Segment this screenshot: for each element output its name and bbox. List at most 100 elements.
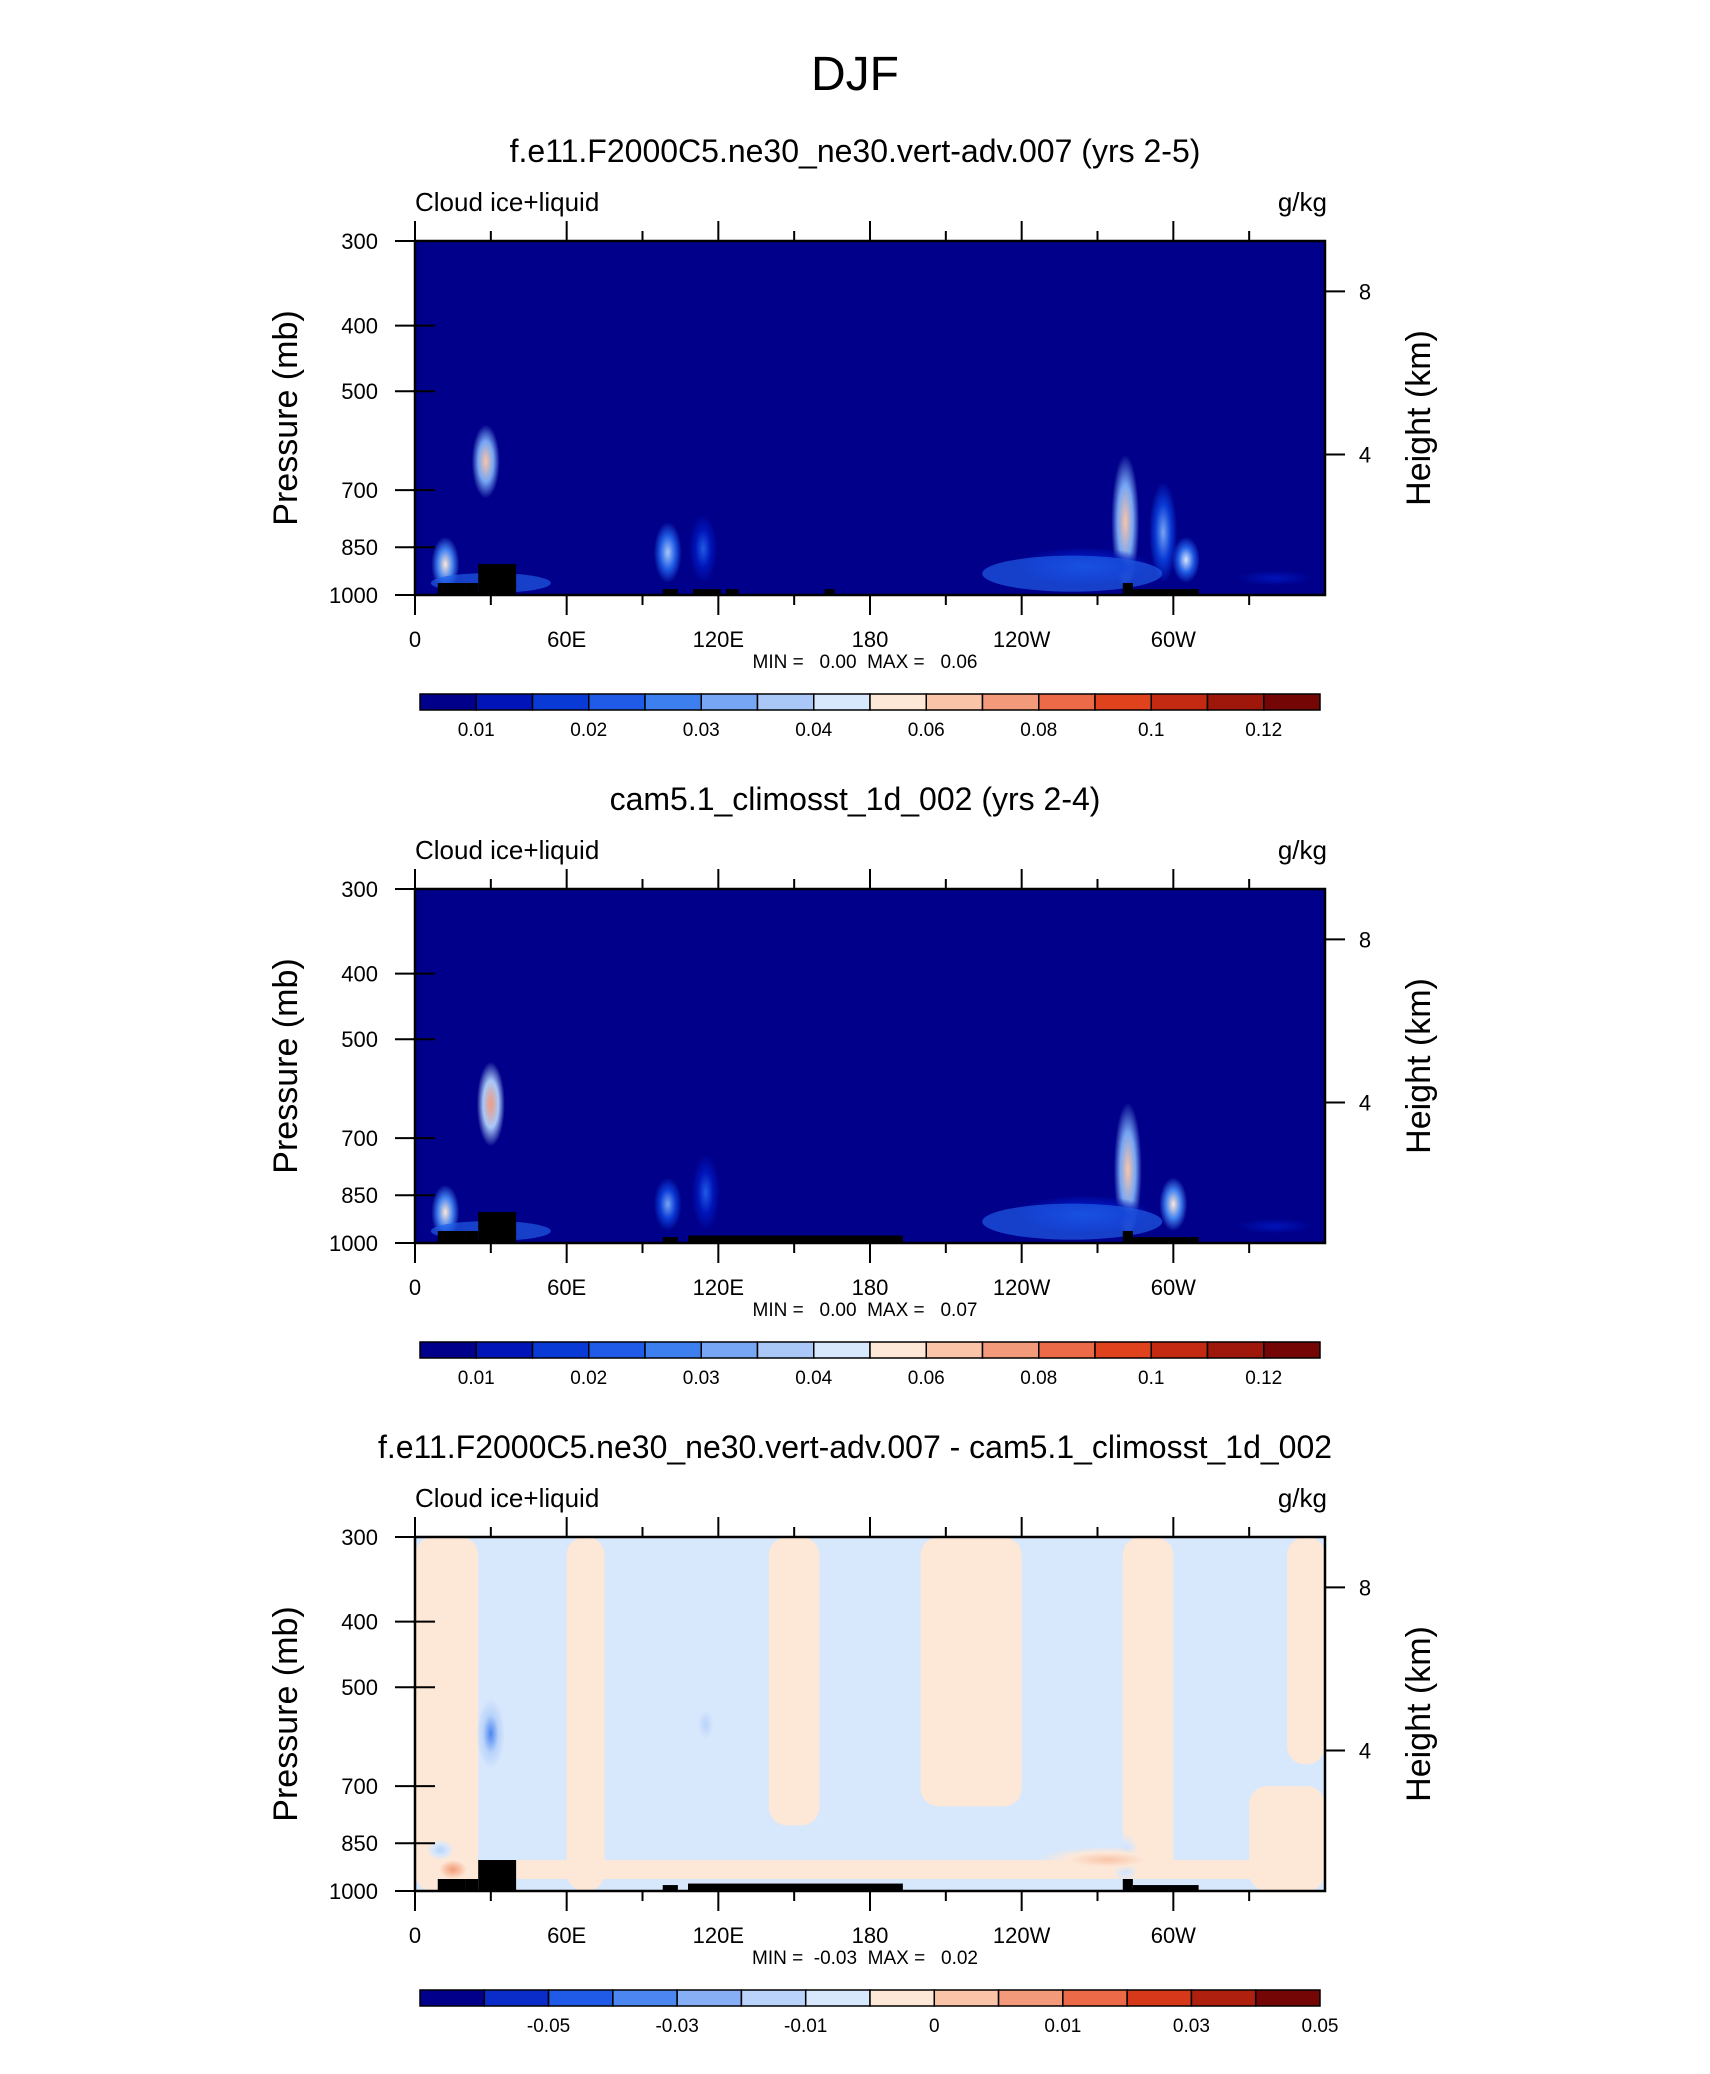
y2-axis-label: Height (km): [1400, 1626, 1438, 1802]
colorbar-swatch: [531, 1341, 590, 1359]
page-title: DJF: [811, 48, 899, 101]
plot-area: [415, 241, 1325, 595]
colorbar-swatch: [419, 1989, 486, 2007]
colorbar-label: 0.04: [795, 1368, 832, 1389]
colorbar-swatch: [997, 1989, 1064, 2007]
colorbar-label: 0.04: [795, 720, 832, 741]
variable-label: Cloud ice+liquid: [415, 835, 599, 865]
colorbar: 0.01 0.02 0.03 0.04 0.06 0.08 0.1 0.12: [419, 1341, 1321, 1389]
min-max-label: MIN = 0.00 MAX = 0.06: [753, 652, 978, 673]
x-tick-label: 60W: [1151, 627, 1196, 652]
x-tick-label: 60W: [1151, 1923, 1196, 1948]
panel-title: cam5.1_climosst_1d_002 (yrs 2-4): [610, 781, 1101, 817]
positive-anomaly-region: [415, 1537, 479, 1891]
cloud-feature: [1204, 564, 1325, 593]
cloud-feature: [1204, 1212, 1325, 1241]
colorbar-label: 0.06: [908, 1368, 945, 1389]
topography-mask: [693, 589, 721, 595]
colorbar-swatch: [612, 1989, 678, 2007]
colorbar-swatch: [1150, 1341, 1209, 1359]
y-tick-label: 700: [341, 1126, 378, 1151]
y-tick-label: 300: [341, 877, 378, 902]
topography-mask: [437, 582, 466, 595]
topography-mask: [478, 1212, 517, 1243]
topography-mask: [465, 1878, 479, 1891]
y-tick-label: 300: [341, 1525, 378, 1550]
topography-mask: [1132, 589, 1199, 595]
panel-1: f.e11.F2000C5.ne30_ne30.vert-adv.007 (yr…: [267, 133, 1438, 741]
topography-mask: [465, 582, 479, 595]
topography-mask: [478, 564, 517, 595]
colorbar-label: -0.01: [784, 2016, 827, 2037]
colorbar-label: 0.1: [1138, 1368, 1164, 1389]
colorbar-swatch: [756, 693, 815, 711]
variable-label: Cloud ice+liquid: [415, 1483, 599, 1513]
topography-mask: [1122, 1878, 1133, 1891]
x-tick-label: 120E: [693, 1923, 744, 1948]
cloud-feature: [476, 1698, 505, 1769]
cloud-feature: [1159, 1177, 1188, 1231]
cloud-feature: [691, 1154, 720, 1231]
positive-anomaly-region: [1287, 1537, 1325, 1765]
y-tick-label: 500: [341, 1675, 378, 1700]
y2-axis-label: Height (km): [1400, 978, 1438, 1154]
colorbar-swatch: [588, 1341, 646, 1359]
variable-label: Cloud ice+liquid: [415, 187, 599, 217]
x-tick-label: 180: [852, 627, 889, 652]
colorbar-swatch: [547, 1989, 614, 2007]
y2-tick-label: 4: [1359, 1738, 1371, 1763]
colorbar-swatch: [925, 693, 984, 711]
y-tick-label: 700: [341, 1774, 378, 1799]
colorbar-swatch: [1150, 693, 1209, 711]
topography-mask: [662, 1237, 678, 1243]
x-tick-label: 60E: [547, 627, 586, 652]
colorbar-label: -0.05: [527, 2016, 570, 2037]
x-tick-label: 120E: [693, 627, 744, 652]
topography-mask: [465, 1230, 479, 1243]
colorbar-swatch: [644, 693, 702, 711]
colorbar-swatch: [813, 1341, 871, 1359]
panels: f.e11.F2000C5.ne30_ne30.vert-adv.007 (yr…: [267, 133, 1438, 2037]
y-tick-label: 400: [341, 314, 378, 339]
y2-axis-label: Height (km): [1400, 330, 1438, 506]
topography-mask: [478, 1860, 517, 1891]
colorbar-label: 0.1: [1138, 720, 1164, 741]
colorbar-swatch: [1094, 693, 1152, 711]
colorbar-swatch: [756, 1341, 815, 1359]
colorbar-label: 0.01: [1044, 2016, 1081, 2037]
topography-mask: [725, 589, 739, 595]
cloud-feature: [691, 1698, 720, 1751]
colorbar-label: -0.03: [655, 2016, 698, 2037]
colorbar-label: 0.01: [458, 1368, 495, 1389]
colorbar-swatch: [419, 1341, 477, 1359]
colorbar-swatch: [813, 693, 871, 711]
colorbar-label: 0: [929, 2016, 940, 2037]
colorbar-swatch: [700, 693, 759, 711]
colorbar-swatch: [1062, 1989, 1128, 2007]
colorbar: 0.01 0.02 0.03 0.04 0.06 0.08 0.1 0.12: [419, 693, 1321, 741]
units-label: g/kg: [1278, 187, 1327, 217]
cloud-feature: [1037, 1846, 1178, 1873]
x-tick-label: 120W: [993, 1923, 1051, 1948]
topography-mask: [1132, 1237, 1199, 1243]
colorbar-swatch: [419, 693, 477, 711]
colorbar-swatch: [804, 1989, 871, 2007]
colorbar-swatch: [483, 1989, 550, 2007]
cloud-feature: [982, 555, 1163, 592]
field-background: [415, 889, 1325, 1243]
colorbar-label: 0.03: [683, 1368, 720, 1389]
colorbar-label: 0.08: [1020, 720, 1057, 741]
y-tick-label: 1000: [329, 583, 378, 608]
colorbar-swatch: [869, 1989, 936, 2007]
colorbar-swatch: [1126, 1989, 1193, 2007]
cloud-feature: [1149, 481, 1178, 583]
plot-area: [415, 1537, 1325, 1891]
y2-tick-label: 8: [1359, 1575, 1371, 1600]
positive-anomaly-region: [768, 1537, 820, 1826]
colorbar-label: 0.12: [1245, 1368, 1282, 1389]
y2-tick-label: 4: [1359, 1090, 1371, 1115]
topography-mask: [662, 589, 678, 595]
colorbar-swatch: [475, 693, 534, 711]
colorbar-label: 0.03: [683, 720, 720, 741]
